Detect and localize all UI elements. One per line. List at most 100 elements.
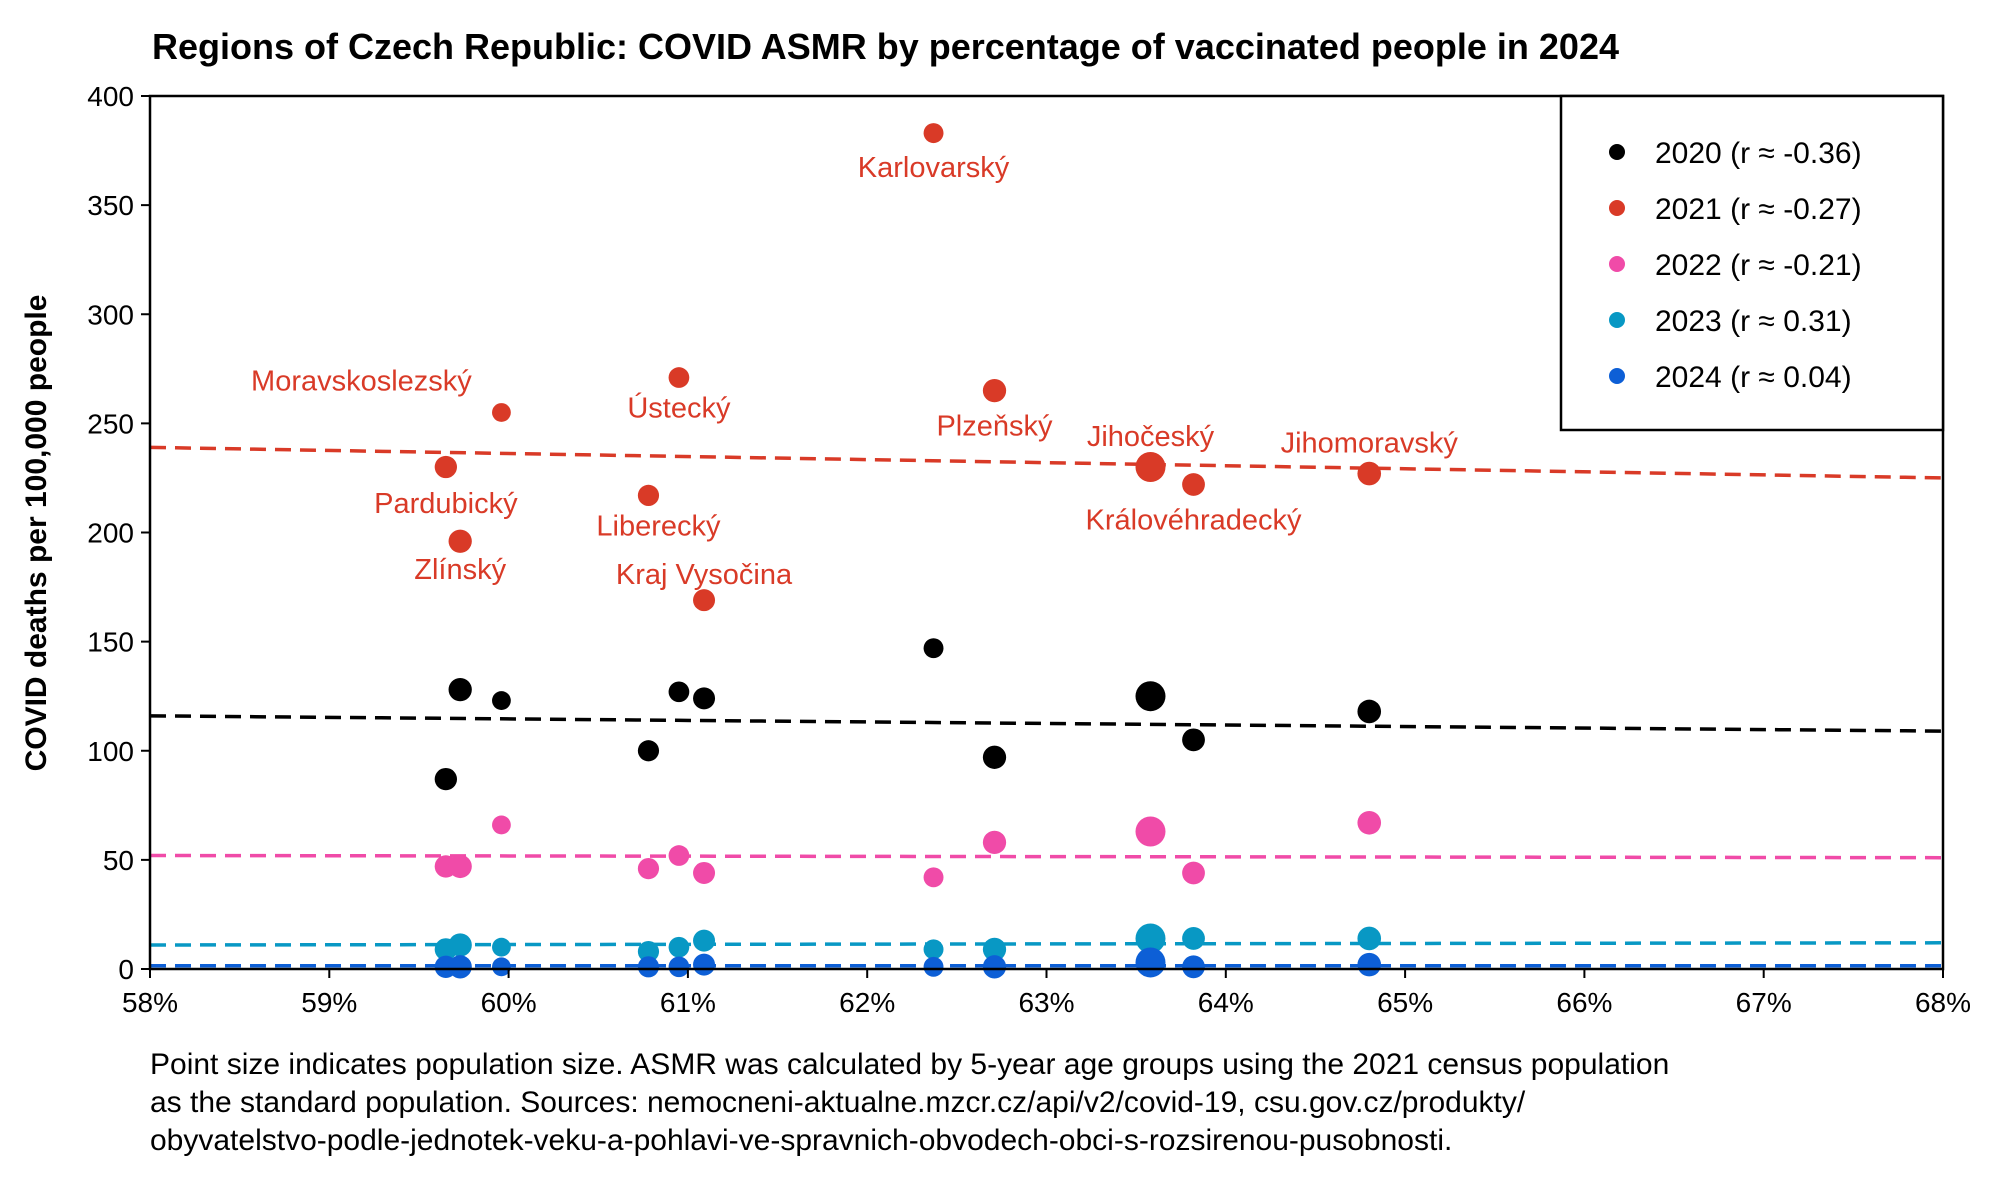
legend-label: 2023 (r ≈ 0.31)	[1655, 305, 1852, 338]
y-tick-label: 200	[87, 518, 134, 549]
region-label: Liberecký	[596, 510, 721, 542]
axis-ticks: 58% 59% 60% 61% 62% 63% 64% 65% 66% 67% 68% 0 50 100 1…	[87, 81, 1971, 1018]
legend-label: 2021 (r ≈ -0.27)	[1655, 193, 1862, 226]
data-point-series-3	[1135, 923, 1166, 954]
legend-label: 2020 (r ≈ -0.36)	[1655, 137, 1862, 170]
data-point-series-1	[434, 455, 458, 479]
data-point-series-1	[1357, 461, 1382, 486]
chart-title: Regions of Czech Republic: COVID ASMR by…	[152, 26, 1619, 67]
y-tick-label: 300	[87, 299, 134, 330]
data-point-series-2	[668, 845, 690, 866]
data-point-series-2	[923, 867, 944, 888]
data-point-series-1	[693, 589, 716, 612]
data-point-series-0	[1182, 728, 1205, 752]
data-point-series-1	[1135, 452, 1166, 483]
data-point-series-4	[1135, 947, 1166, 978]
data-point-series-1	[668, 367, 690, 388]
region-label: Kraj Vysočina	[616, 559, 793, 591]
x-tick-label: 64%	[1198, 987, 1254, 1018]
x-tick-label: 62%	[839, 987, 895, 1018]
data-point-series-4	[492, 957, 511, 977]
y-axis-label: COVID deaths per 100,000 people	[20, 295, 53, 772]
legend-marker	[1609, 200, 1625, 216]
data-point-series-3	[668, 936, 690, 958]
data-point-series-3	[637, 940, 660, 963]
data-point-series-0	[668, 681, 690, 703]
region-label: Plzeňský	[936, 411, 1053, 443]
data-point-series-0	[1357, 699, 1382, 724]
data-point-series-1	[492, 403, 511, 422]
data-point-series-4	[668, 956, 690, 978]
data-point-series-4	[448, 955, 472, 979]
legend-marker	[1609, 312, 1625, 328]
x-tick-label: 66%	[1556, 987, 1612, 1018]
footnote-line-1: Point size indicates population size. AS…	[150, 1048, 1670, 1081]
data-point-series-0	[448, 678, 472, 702]
data-point-series-0	[982, 745, 1007, 769]
data-point-series-4	[982, 955, 1007, 979]
region-label: Moravskoslezský	[251, 365, 472, 397]
x-tick-label: 61%	[660, 987, 716, 1018]
data-point-series-2	[693, 861, 716, 884]
y-tick-label: 400	[87, 81, 134, 112]
data-point-series-3	[982, 937, 1007, 961]
data-point-series-3	[923, 939, 944, 960]
data-point-series-1	[448, 529, 472, 553]
x-tick-label: 58%	[122, 987, 178, 1018]
data-point-series-0	[492, 691, 511, 710]
x-tick-label: 67%	[1736, 987, 1792, 1018]
x-tick-label: 63%	[1018, 987, 1074, 1018]
legend-marker	[1609, 368, 1625, 384]
trendline-series-2	[149, 853, 1944, 860]
y-tick-label: 0	[118, 954, 134, 985]
data-point-series-1	[923, 123, 944, 144]
footnote-line-2: as the standard population. Sources: nem…	[150, 1086, 1526, 1119]
plot-frame	[148, 94, 1945, 971]
data-point-series-1	[637, 484, 660, 506]
y-tick-label: 50	[103, 845, 134, 876]
data-point-series-4	[1182, 955, 1205, 979]
y-tick-label: 150	[87, 627, 134, 658]
region-label: Zlínský	[414, 554, 506, 586]
region-labels: Pardubický Zlínský Moravskoslezský Libereck…	[251, 152, 1458, 591]
data-point-series-0	[923, 638, 944, 659]
trendline-series-0	[149, 714, 1944, 733]
trendline-series-1	[149, 445, 1944, 480]
data-point-series-4	[637, 956, 660, 978]
legend-marker	[1609, 144, 1625, 160]
data-point-series-2	[492, 815, 511, 835]
x-tick-label: 59%	[301, 987, 357, 1018]
data-point-series-2	[637, 858, 660, 880]
data-point-series-2	[1182, 861, 1205, 885]
footnote-line-3: obyvatelstvo-podle-jednotek-veku-a-pohla…	[150, 1124, 1453, 1157]
region-label: Ústecký	[627, 392, 731, 425]
footnote: Point size indicates population size. AS…	[150, 1046, 1990, 1160]
data-point-series-0	[434, 767, 458, 791]
data-point-series-2	[1357, 810, 1382, 835]
x-tick-label: 60%	[481, 987, 537, 1018]
data-point-series-3	[1357, 926, 1382, 951]
trendline-series-3	[149, 941, 1944, 947]
legend-label: 2024 (r ≈ 0.04)	[1655, 361, 1852, 394]
x-tick-label: 68%	[1915, 987, 1971, 1018]
region-label: Karlovarský	[858, 152, 1010, 184]
data-points	[434, 123, 1382, 979]
data-point-series-0	[637, 740, 660, 762]
data-point-series-2	[448, 854, 472, 879]
data-point-series-3	[693, 929, 716, 952]
data-point-series-4	[923, 956, 944, 977]
data-point-series-0	[693, 687, 716, 710]
y-tick-label: 350	[87, 190, 134, 221]
data-point-series-2	[1135, 816, 1166, 847]
region-label: Pardubický	[374, 488, 518, 520]
legend-marker	[1609, 256, 1625, 272]
trendlines	[149, 445, 1944, 968]
data-point-series-3	[492, 937, 511, 957]
data-point-series-1	[1182, 473, 1205, 496]
data-point-series-2	[982, 830, 1007, 855]
region-label: Jihomoravský	[1281, 428, 1459, 460]
data-point-series-0	[1135, 681, 1166, 712]
region-label: Královéhradecký	[1086, 504, 1302, 536]
legend: 2020 (r ≈ -0.36) 2021 (r ≈ -0.27) 2022 (r …	[1559, 94, 1945, 432]
